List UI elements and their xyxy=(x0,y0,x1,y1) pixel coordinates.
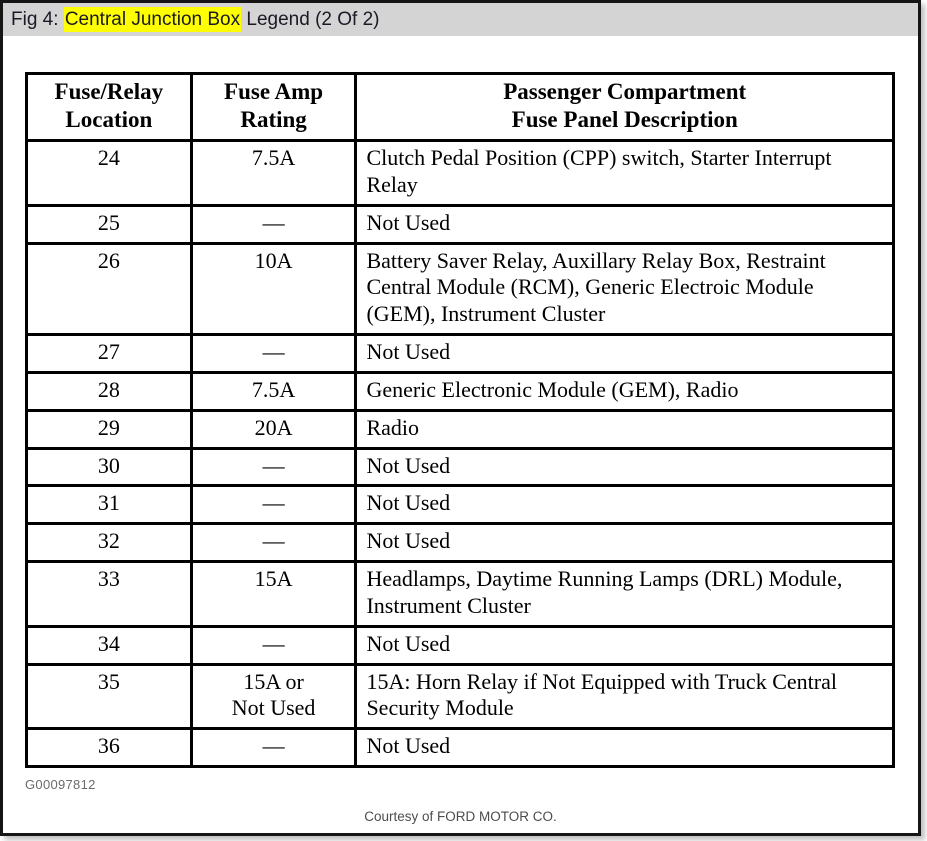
cell-fuse-relay-location: 26 xyxy=(25,241,193,337)
cell-fuse-amp-rating: 20A xyxy=(189,408,358,450)
cell-fuse-amp-rating: — xyxy=(189,624,358,666)
figure-title-bar: Fig 4: Central Junction Box Legend (2 Of… xyxy=(3,3,918,36)
cell-fuse-amp-rating: — xyxy=(189,446,358,488)
table-row: 28 7.5A Generic Electronic Module (GEM), R… xyxy=(25,370,895,412)
cell-description: Not Used xyxy=(354,522,895,564)
cell-fuse-amp-rating: — xyxy=(189,727,358,768)
cell-fuse-relay-location: 24 xyxy=(25,139,193,207)
cell-fuse-amp-rating: 7.5A xyxy=(189,139,358,207)
table-row: 34— Not Used xyxy=(25,624,895,666)
cell-fuse-amp-rating: — xyxy=(189,484,358,526)
fuse-legend-table: Fuse/Relay Location Fuse Amp Rating Pass… xyxy=(25,71,895,768)
cell-fuse-relay-location: 33 xyxy=(25,560,193,628)
table-row: 36— Not Used xyxy=(25,727,895,768)
table-body: 24 7.5A Clutch Pedal Position (CPP) switch… xyxy=(25,139,895,768)
figure-title-prefix: Fig 4: xyxy=(11,9,64,30)
table-row: 32— Not Used xyxy=(25,522,895,564)
cell-fuse-amp-rating: 7.5A xyxy=(189,370,358,412)
cell-description: Not Used xyxy=(354,624,895,666)
cell-description: Radio xyxy=(354,408,895,450)
cell-fuse-amp-rating: — xyxy=(189,333,358,374)
table-row: 35 15A or Not Used 15A: Horn Relay if Not … xyxy=(25,662,895,731)
cell-description: Not Used xyxy=(354,446,895,488)
cell-fuse-relay-location: 32 xyxy=(25,522,193,564)
cell-fuse-amp-rating: 15A xyxy=(189,560,358,628)
table-row: 26 10A Battery Saver Relay, Auxillary Rela… xyxy=(25,241,895,337)
cell-fuse-relay-location: 27 xyxy=(25,333,193,374)
table-row: 29 20A Radio xyxy=(25,408,895,450)
cell-fuse-amp-rating: — xyxy=(189,522,358,564)
courtesy-line: Courtesy of FORD MOTOR CO. xyxy=(364,809,557,824)
cell-fuse-relay-location: 31 xyxy=(25,484,193,526)
cell-description: Not Used xyxy=(354,203,895,245)
table-row: 31— Not Used xyxy=(25,484,895,526)
col-header-fuse-amp-rating: Fuse Amp Rating xyxy=(189,71,358,143)
cell-description: Generic Electronic Module (GEM), Radio xyxy=(354,370,895,412)
cell-description: 15A: Horn Relay if Not Equipped with Tru… xyxy=(354,662,895,731)
cell-fuse-relay-location: 36 xyxy=(25,727,193,768)
cell-description: Not Used xyxy=(354,484,895,526)
cell-fuse-relay-location: 30 xyxy=(25,446,193,488)
table-row: 27— Not Used xyxy=(25,333,895,374)
cell-fuse-amp-rating: 10A xyxy=(189,241,358,337)
figure-title-highlight: Central Junction Box xyxy=(63,7,242,32)
cell-description: Not Used xyxy=(354,333,895,374)
col-header-fuse-relay-location: Fuse/Relay Location xyxy=(25,71,193,143)
cell-description: Battery Saver Relay, Auxillary Relay Box… xyxy=(354,241,895,337)
cell-fuse-relay-location: 34 xyxy=(25,624,193,666)
table-header-row: Fuse/Relay Location Fuse Amp Rating Pass… xyxy=(25,71,895,143)
figure-id-label: G00097812 xyxy=(25,777,96,792)
cell-fuse-relay-location: 25 xyxy=(25,203,193,245)
cell-fuse-relay-location: 29 xyxy=(25,408,193,450)
cell-description: Headlamps, Daytime Running Lamps (DRL) M… xyxy=(354,560,895,628)
cell-description: Clutch Pedal Position (CPP) switch, Star… xyxy=(354,139,895,207)
col-header-description: Passenger Compartment Fuse Panel Descrip… xyxy=(354,71,895,143)
table-row: 33 15A Headlamps, Daytime Running Lamps (D… xyxy=(25,560,895,628)
table-row: 24 7.5A Clutch Pedal Position (CPP) switch… xyxy=(25,139,895,207)
cell-fuse-amp-rating: — xyxy=(189,203,358,245)
cell-description: Not Used xyxy=(354,727,895,768)
cell-fuse-relay-location: 35 xyxy=(25,662,193,731)
figure-title-suffix: Legend (2 Of 2) xyxy=(241,9,380,30)
table-row: 30— Not Used xyxy=(25,446,895,488)
table-row: 25— Not Used xyxy=(25,203,895,245)
cell-fuse-relay-location: 28 xyxy=(25,370,193,412)
cell-fuse-amp-rating: 15A or Not Used xyxy=(189,662,358,731)
